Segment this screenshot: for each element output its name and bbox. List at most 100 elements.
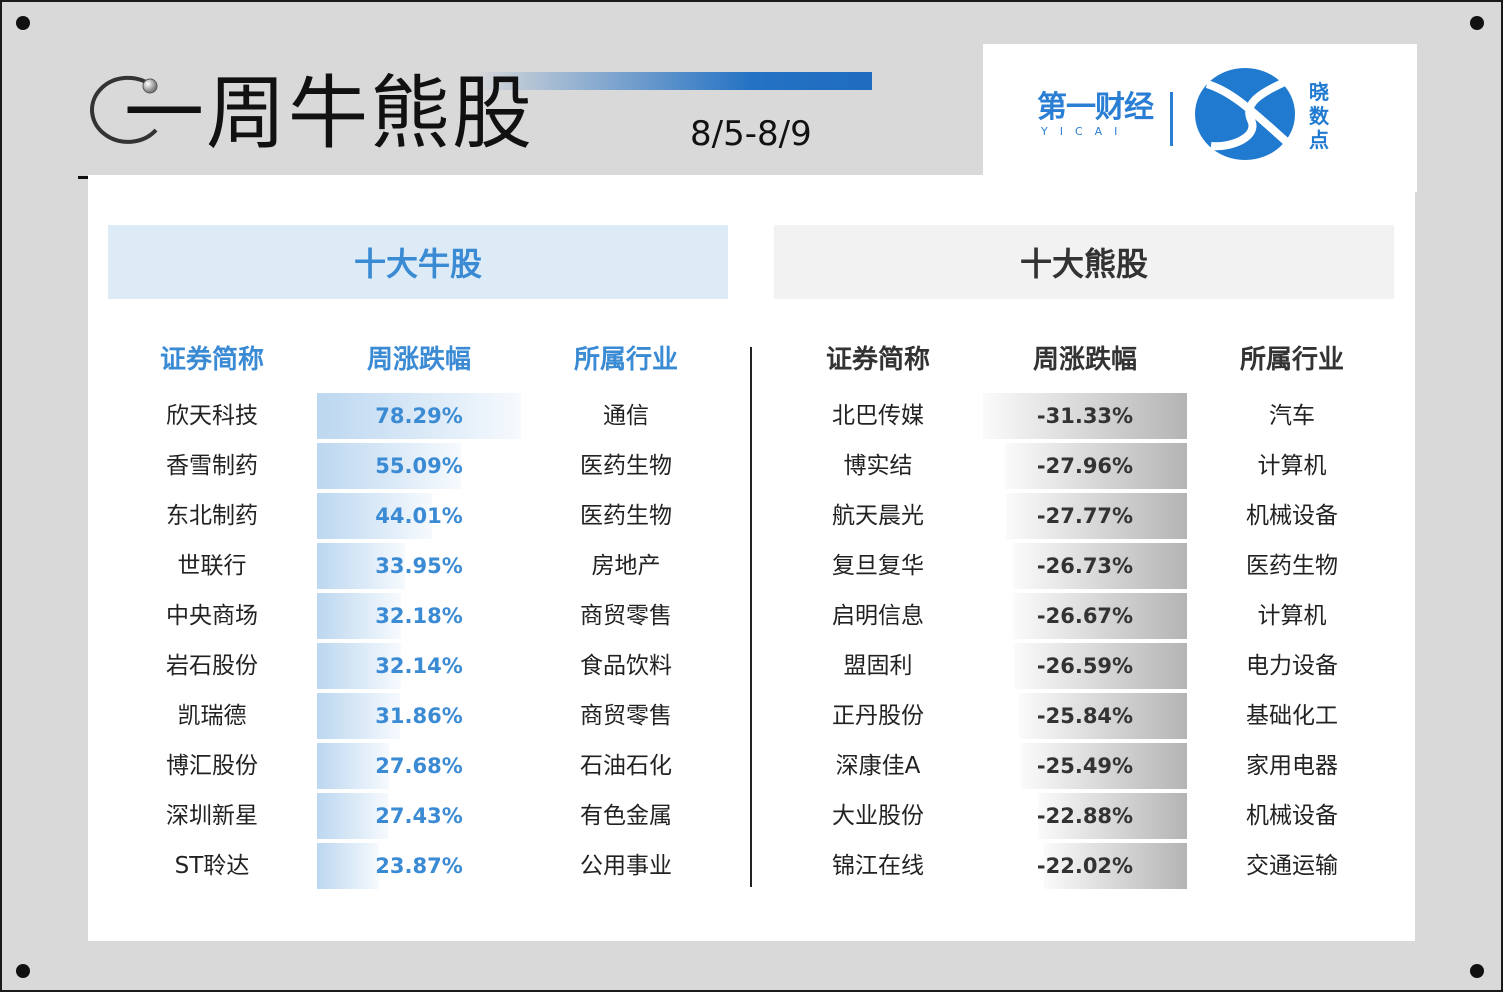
bear-change-bar	[983, 393, 1187, 439]
bear-row-industry: 汽车	[1269, 403, 1315, 429]
bull-row-industry: 商贸零售	[580, 703, 672, 729]
bull-change-bar	[317, 643, 401, 689]
bull-change-label: 23.87%	[375, 854, 463, 878]
bull-row-change-cell: 33.95%	[317, 543, 521, 589]
corner-dot-icon	[16, 16, 30, 30]
bear-row-name: 复旦复华	[832, 553, 924, 579]
bull-col-industry: 所属行业	[573, 345, 678, 375]
bull-change-label: 55.09%	[375, 454, 463, 478]
bull-row-industry: 石油石化	[580, 753, 672, 779]
bull-row-name: 东北制药	[166, 503, 258, 529]
bull-change-label: 32.18%	[375, 604, 463, 628]
bull-row-industry: 医药生物	[580, 453, 672, 479]
bull-row-name: 世联行	[177, 553, 247, 579]
bear-change-bar	[1044, 843, 1187, 889]
xiaoshudian-text: 晓 数 点	[1309, 80, 1329, 152]
bear-change-label: -22.02%	[1036, 854, 1134, 878]
bear-heading: 十大熊股	[774, 225, 1394, 299]
bear-row-change-cell: -27.77%	[983, 493, 1187, 539]
xiaoshudian-logo-icon	[1195, 68, 1295, 160]
bull-row-change-cell: 32.18%	[317, 593, 521, 639]
bull-change-label: 27.68%	[375, 754, 463, 778]
bull-change-bar	[317, 743, 389, 789]
bull-row-name: 凯瑞德	[177, 703, 247, 729]
bear-change-label: -26.67%	[1036, 604, 1134, 628]
bull-row-name: 欣天科技	[166, 403, 258, 429]
bear-row-change-cell: -22.02%	[983, 843, 1187, 889]
bull-row-name: 岩石股份	[166, 653, 258, 679]
logo-area: 第一财经 YICAI 晓 数 点	[983, 44, 1417, 192]
bull-row-industry: 医药生物	[580, 503, 672, 529]
bull-heading: 十大牛股	[108, 225, 728, 299]
bull-row-name: 深圳新星	[166, 803, 258, 829]
bear-row-change-cell: -31.33%	[983, 393, 1187, 439]
bear-row-industry: 计算机	[1257, 603, 1327, 629]
bear-row-industry: 医药生物	[1246, 553, 1338, 579]
bear-row-industry: 计算机	[1257, 453, 1327, 479]
corner-dot-icon	[16, 964, 30, 978]
bear-col-industry: 所属行业	[1239, 345, 1344, 375]
corner-dot-icon	[1470, 16, 1484, 30]
bull-change-label: 32.14%	[375, 654, 463, 678]
bull-change-bar	[317, 693, 400, 739]
bear-col-name: 证券简称	[825, 345, 930, 375]
bear-change-bar	[1019, 693, 1187, 739]
bear-row-name: 博实结	[843, 453, 913, 479]
bear-row-name: 深康佳A	[835, 753, 921, 779]
bull-row-change-cell: 44.01%	[317, 493, 521, 539]
bull-row-industry: 通信	[603, 403, 649, 429]
bull-change-bar	[317, 843, 379, 889]
bear-change-bar	[1005, 443, 1187, 489]
bull-change-label: 31.86%	[375, 704, 463, 728]
bull-row-industry: 食品饮料	[580, 653, 672, 679]
bear-change-bar	[1013, 543, 1187, 589]
bear-change-label: -31.33%	[1036, 404, 1134, 428]
bull-row-industry: 房地产	[591, 553, 661, 579]
bear-row-change-cell: -26.67%	[983, 593, 1187, 639]
bear-change-label: -22.88%	[1036, 804, 1134, 828]
bear-row-name: 航天晨光	[832, 503, 924, 529]
bear-row-industry: 交通运输	[1246, 853, 1338, 879]
bear-row-change-cell: -26.59%	[983, 643, 1187, 689]
bear-change-label: -27.77%	[1036, 504, 1134, 528]
bull-row-industry: 有色金属	[580, 803, 672, 829]
bull-row-change-cell: 55.09%	[317, 443, 521, 489]
bull-change-bar	[317, 543, 405, 589]
bear-row-change-cell: -25.49%	[983, 743, 1187, 789]
bull-change-label: 44.01%	[375, 504, 463, 528]
bear-row-name: 锦江在线	[832, 853, 924, 879]
logo-separator	[1170, 92, 1173, 146]
bull-row-industry: 商贸零售	[580, 603, 672, 629]
bull-change-bar	[317, 793, 388, 839]
bear-row-industry: 电力设备	[1246, 653, 1338, 679]
bull-change-label: 27.43%	[375, 804, 463, 828]
bear-row-name: 启明信息	[832, 603, 924, 629]
bull-row-change-cell: 27.43%	[317, 793, 521, 839]
corner-dot-icon	[1470, 964, 1484, 978]
bull-change-label: 33.95%	[375, 554, 463, 578]
bear-change-label: -26.59%	[1036, 654, 1134, 678]
bull-row-name: 中央商场	[166, 603, 258, 629]
bull-change-bar	[317, 493, 432, 539]
bear-change-bar	[1014, 643, 1187, 689]
bear-change-bar	[1006, 493, 1187, 539]
page-title: 一周牛熊股	[124, 67, 534, 160]
bear-change-label: -27.96%	[1036, 454, 1134, 478]
bear-row-industry: 机械设备	[1246, 503, 1338, 529]
bear-row-change-cell: -27.96%	[983, 443, 1187, 489]
panel-divider	[750, 347, 752, 887]
title-accent-bar	[472, 72, 872, 90]
bull-change-bar	[317, 443, 461, 489]
title-ring-icon	[90, 75, 158, 144]
bull-row-name: 香雪制药	[166, 453, 258, 479]
bear-col-change: 周涨跌幅	[1032, 345, 1137, 375]
bear-row-industry: 家用电器	[1246, 753, 1338, 779]
bull-row-name: 博汇股份	[166, 753, 258, 779]
bear-row-change-cell: -26.73%	[983, 543, 1187, 589]
bull-col-name: 证券简称	[159, 345, 264, 375]
bear-change-bar	[1038, 793, 1187, 839]
bear-row-name: 正丹股份	[832, 703, 924, 729]
bear-row-name: 北巴传媒	[832, 403, 924, 429]
bull-change-label: 78.29%	[375, 404, 463, 428]
date-range: 8/5-8/9	[690, 114, 812, 154]
